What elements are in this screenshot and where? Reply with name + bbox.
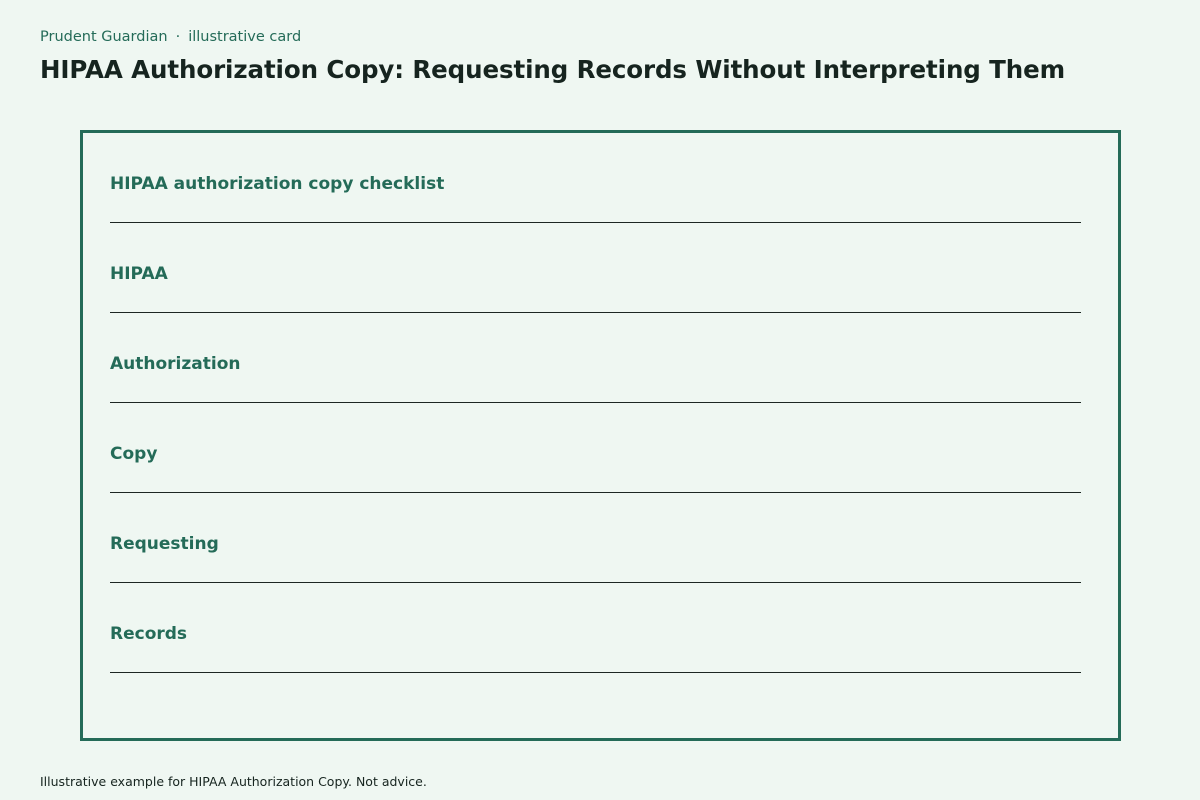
checklist-card: HIPAA authorization copy checklist HIPAA… [80,130,1121,741]
checklist-row: HIPAA [110,223,1081,313]
page-eyebrow: Prudent Guardian · illustrative card [40,27,301,47]
checklist-row-label: HIPAA authorization copy checklist [110,174,445,194]
card-kind-label: illustrative card [188,29,302,45]
checklist-row-label: HIPAA [110,264,168,284]
checklist-row: Requesting [110,493,1081,583]
eyebrow-separator: · [175,29,181,45]
checklist-row-label: Authorization [110,354,241,374]
checklist-row: Records [110,583,1081,673]
footer-disclaimer: Illustrative example for HIPAA Authoriza… [40,774,427,789]
checklist-row: HIPAA authorization copy checklist [110,133,1081,223]
checklist-row: Copy [110,403,1081,493]
checklist-row: Authorization [110,313,1081,403]
page-title: HIPAA Authorization Copy: Requesting Rec… [40,55,1066,84]
checklist-row-label: Copy [110,444,158,464]
checklist-row-label: Requesting [110,534,219,554]
checklist-row-label: Records [110,624,188,644]
brand-name: Prudent Guardian [40,29,168,45]
